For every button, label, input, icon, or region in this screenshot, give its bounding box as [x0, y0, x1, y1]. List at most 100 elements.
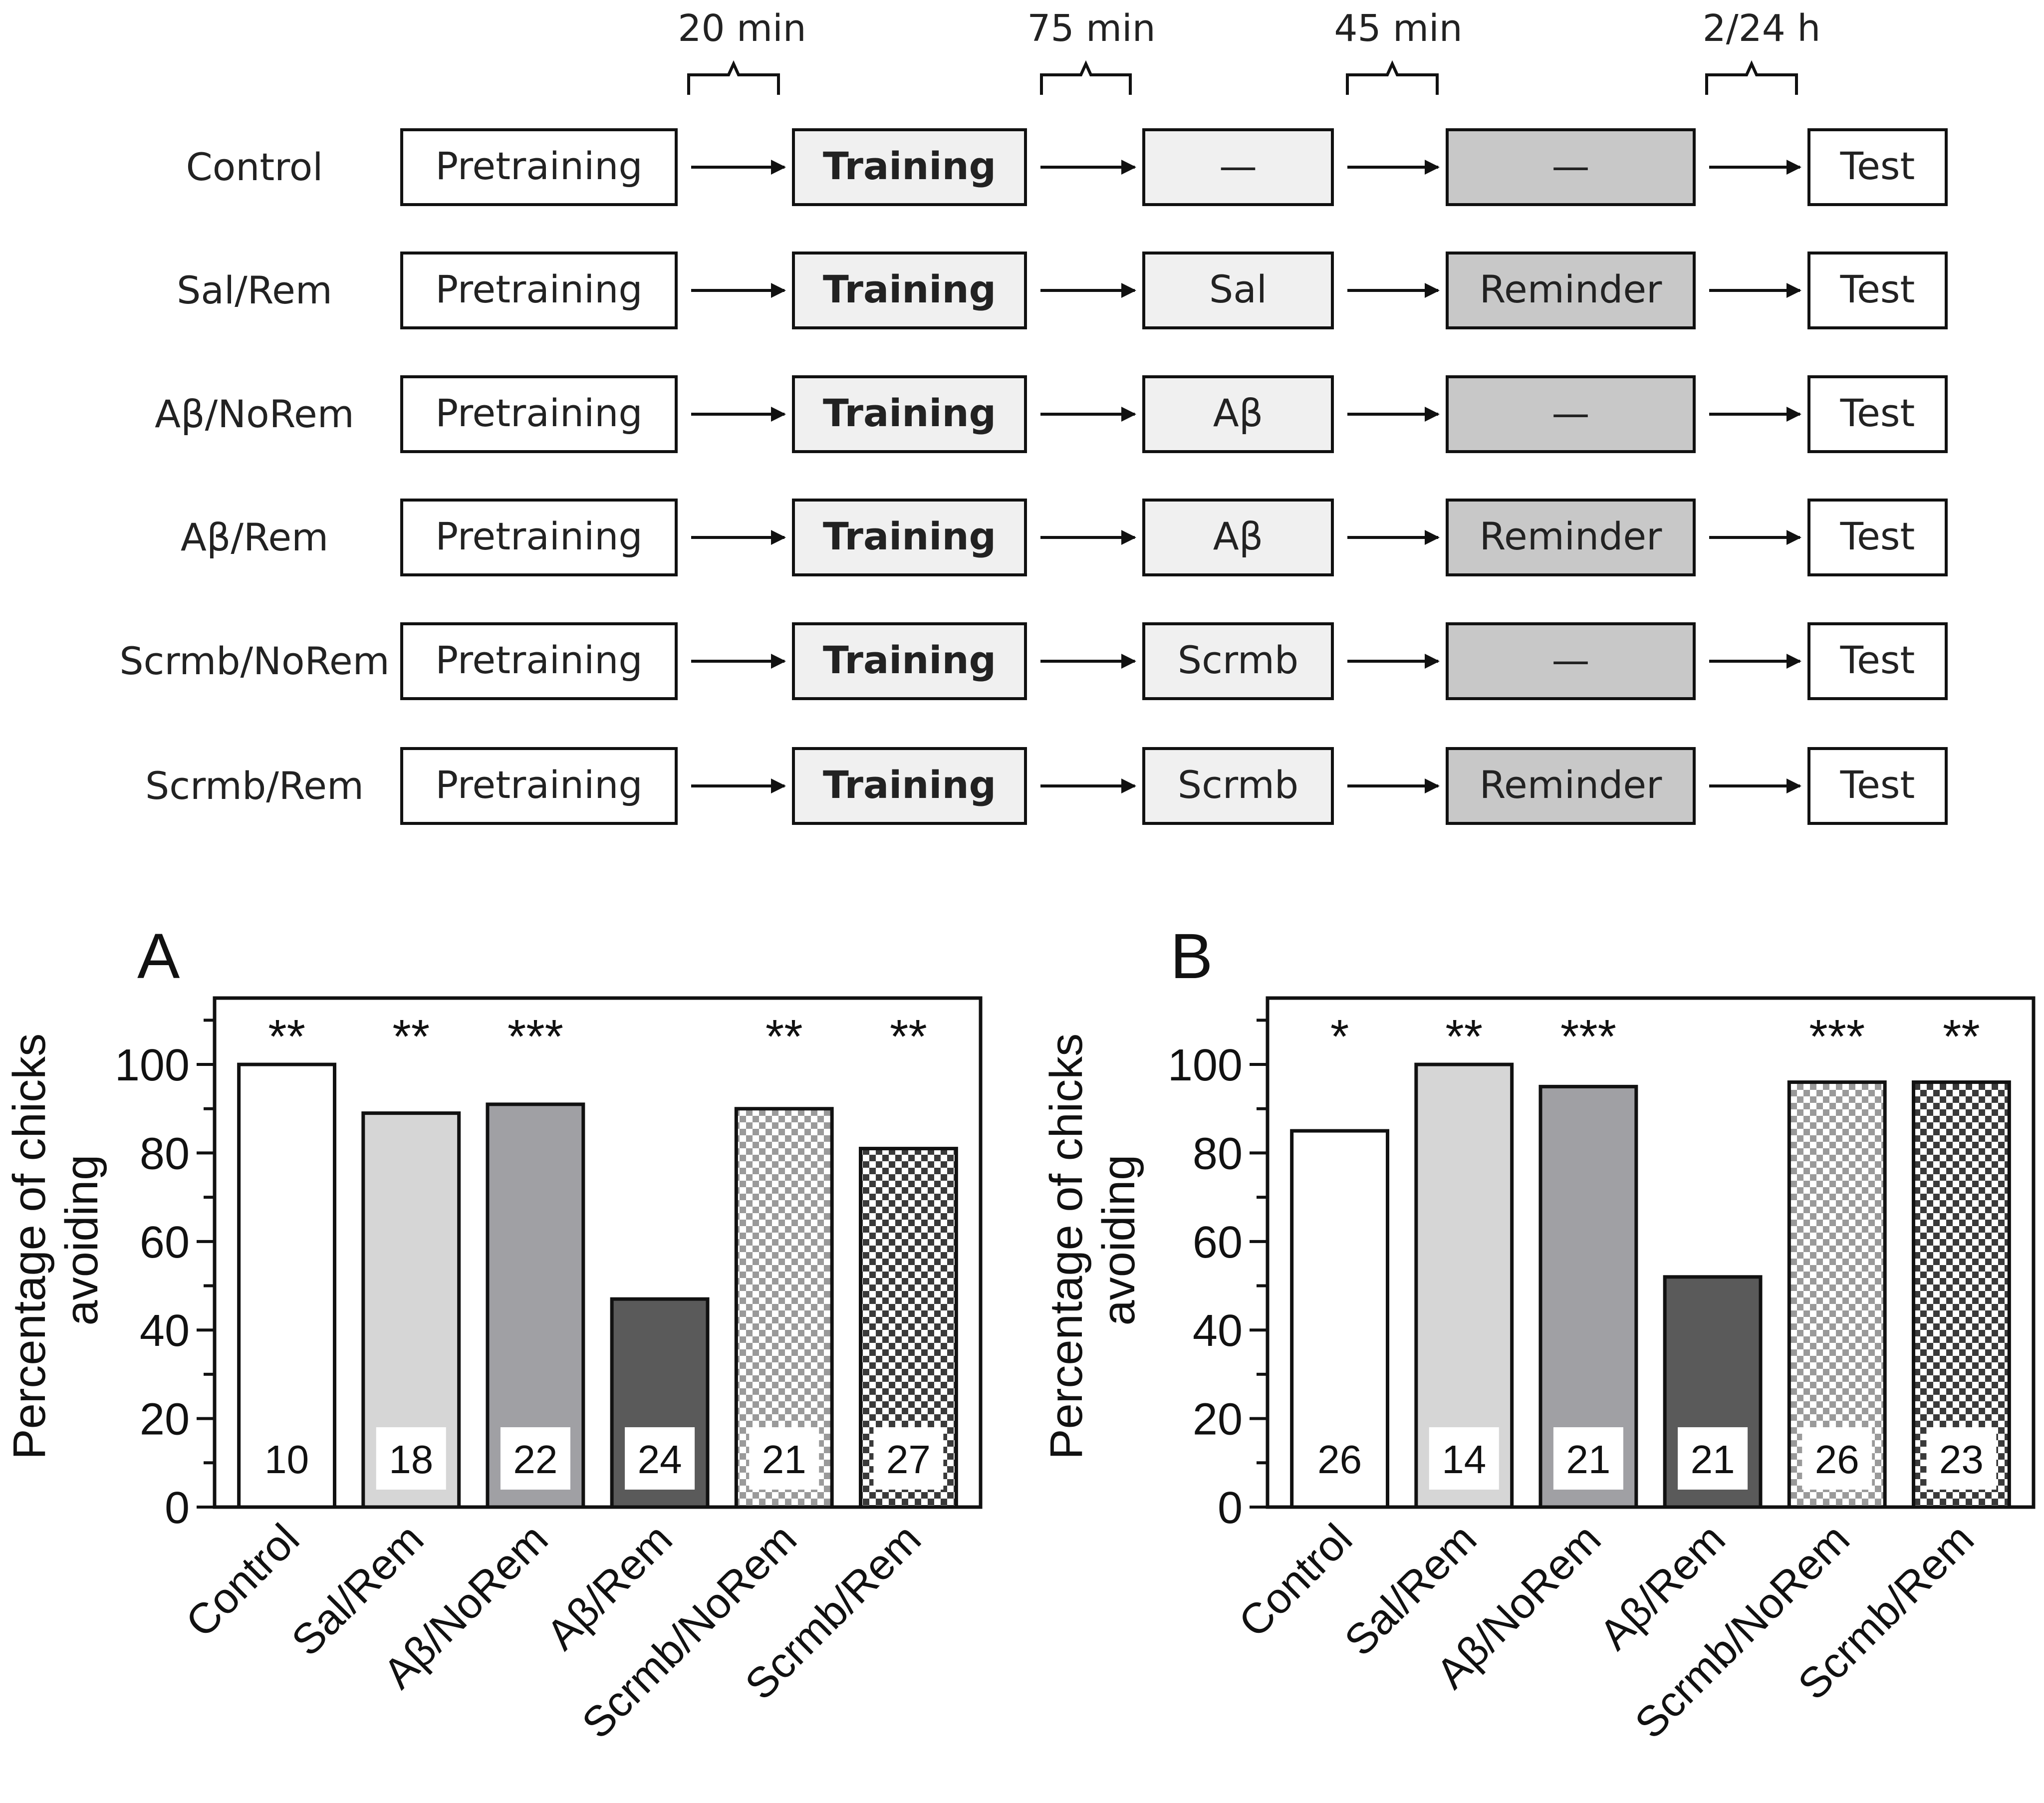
test-box-label: Test — [1840, 514, 1915, 558]
injection-box — [1142, 622, 1334, 700]
panel-a: A Percentage of chicks avoiding 0 20 40 60 8… — [4, 921, 983, 1748]
schematic-row: Sal/Rem Pretraining Training Sal Reminder Tes… — [177, 252, 1948, 329]
y-tick-label: 80 — [140, 1129, 190, 1179]
schematic-row: Aβ/NoRem Pretraining Training Aβ — Test — [155, 375, 1948, 453]
row-label: Scrmb/Rem — [145, 764, 364, 808]
training-box — [792, 252, 1027, 329]
panel-label-b: B — [1170, 921, 1213, 992]
x-tick-label: Scrmb/NoRem — [573, 1515, 806, 1748]
pretraining-box-label: Pretraining — [435, 638, 642, 682]
schematic-row: Scrmb/Rem Pretraining Training Scrmb Reminde… — [145, 747, 1948, 825]
pretraining-box — [400, 747, 678, 825]
test-box — [1807, 252, 1948, 329]
n-label-bg — [500, 1427, 570, 1490]
n-label: 18 — [389, 1437, 433, 1482]
reminder-box — [1446, 499, 1696, 576]
training-box — [792, 499, 1027, 576]
significance-label: *** — [1560, 1010, 1616, 1063]
y-axis-label-line: Percentage of chicks — [1041, 1033, 1092, 1460]
test-box-label: Test — [1840, 638, 1915, 682]
reminder-box-label: — — [1552, 144, 1590, 188]
reminder-box-label: Reminder — [1480, 763, 1662, 807]
test-box — [1807, 499, 1948, 576]
y-tick-label: 100 — [115, 1040, 190, 1090]
significance-label: ** — [1943, 1010, 1980, 1063]
reminder-box-label: — — [1552, 391, 1590, 435]
n-label: 14 — [1442, 1437, 1486, 1482]
n-label-bg — [1304, 1427, 1375, 1490]
schematic-row: Aβ/Rem Pretraining Training Aβ Reminder Test — [181, 499, 1948, 576]
injection-box-label: Scrmb — [1178, 763, 1298, 807]
significance-label: *** — [1809, 1010, 1865, 1063]
row-label: Sal/Rem — [177, 268, 332, 312]
pretraining-box-label: Pretraining — [435, 514, 642, 558]
training-box-label: Training — [823, 514, 996, 558]
n-label: 22 — [513, 1437, 557, 1482]
row-label: Control — [186, 145, 323, 189]
significance-label: ** — [766, 1010, 803, 1063]
interval-bracket — [1346, 60, 1439, 95]
n-label: 27 — [886, 1437, 931, 1482]
pretraining-box — [400, 499, 678, 576]
y-axis-label-line: Percentage of chicks — [4, 1033, 55, 1460]
plot-frame — [1266, 996, 2036, 1509]
y-tick-label: 20 — [140, 1395, 190, 1445]
injection-box — [1142, 252, 1334, 329]
n-label-bg — [625, 1427, 695, 1490]
reminder-box — [1446, 128, 1696, 206]
n-label-bg — [376, 1427, 446, 1490]
test-box-label: Test — [1840, 144, 1915, 188]
y-tick-label: 60 — [140, 1218, 190, 1268]
y-tick-label: 100 — [1168, 1040, 1243, 1090]
interval-label: 20 min — [678, 7, 806, 50]
n-label-bg — [252, 1427, 322, 1490]
reminder-box — [1446, 747, 1696, 825]
x-tick-label: Scrmb/NoRem — [1626, 1515, 1859, 1748]
reminder-box-label: Reminder — [1480, 267, 1662, 311]
injection-box-label: Aβ — [1213, 391, 1264, 435]
y-tick-label: 20 — [1193, 1395, 1243, 1445]
significance-label: ** — [890, 1010, 927, 1063]
significance-label: ** — [268, 1010, 305, 1063]
interval-bracket — [1705, 60, 1798, 95]
schematic-row: Control Pretraining Training — — Test — [186, 128, 1948, 206]
y-tick-label: 60 — [1193, 1218, 1243, 1268]
training-box-label: Training — [823, 638, 996, 682]
y-tick-label: 40 — [140, 1306, 190, 1356]
n-label-bg — [1429, 1427, 1499, 1490]
interval-brackets — [687, 60, 1798, 95]
schematic-row: Scrmb/NoRem Pretraining Training Scrmb — Test — [119, 622, 1948, 700]
test-box-label: Test — [1840, 267, 1915, 311]
n-label-bg — [1553, 1427, 1623, 1490]
training-box — [792, 622, 1027, 700]
interval-label: 75 min — [1027, 7, 1155, 50]
reminder-box-label: Reminder — [1480, 514, 1662, 558]
y-axis-label-a: Percentage of chicks avoiding — [4, 1021, 107, 1460]
injection-box-label: — — [1219, 144, 1257, 188]
y-tick-label: 0 — [165, 1483, 190, 1533]
n-label-bg — [873, 1427, 944, 1490]
reminder-box — [1446, 252, 1696, 329]
injection-box-label: Scrmb — [1178, 638, 1298, 682]
test-box — [1807, 375, 1948, 453]
injection-box — [1142, 128, 1334, 206]
training-box-label: Training — [823, 267, 996, 311]
pretraining-box-label: Pretraining — [435, 391, 642, 435]
n-label: 10 — [264, 1437, 309, 1482]
n-label-bg — [1802, 1427, 1872, 1490]
reminder-box — [1446, 375, 1696, 453]
schematic-rows: Control Pretraining Training — — Test Sal/Rem P… — [119, 128, 1948, 825]
test-box-label: Test — [1840, 391, 1915, 435]
significance-label: * — [1330, 1010, 1349, 1063]
injection-box — [1142, 747, 1334, 825]
row-label: Aβ/Rem — [181, 515, 328, 559]
n-label-bg — [749, 1427, 819, 1490]
injection-box-label: Sal — [1209, 267, 1267, 311]
injection-box — [1142, 499, 1334, 576]
pretraining-box — [400, 622, 678, 700]
training-box-label: Training — [823, 144, 996, 188]
pretraining-box — [400, 128, 678, 206]
y-axis-label-b: Percentage of chicks avoiding — [1041, 1021, 1144, 1460]
n-label: 23 — [1939, 1437, 1984, 1482]
